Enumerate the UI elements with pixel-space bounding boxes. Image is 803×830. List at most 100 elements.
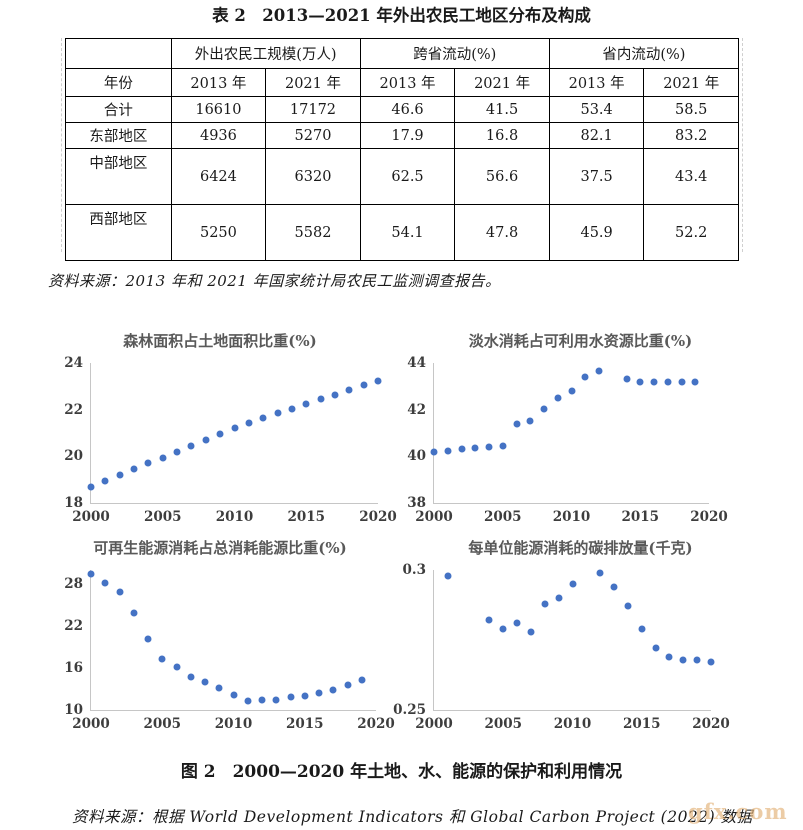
data-point (230, 691, 237, 699)
y-tick-label: 0.25 (393, 702, 426, 718)
y-tick-label: 20 (64, 448, 83, 465)
chart-renewable-energy: 可再生能源消耗占总消耗能源比重(%) 10 16 22 28 2000 2005 2010 2… (45, 535, 395, 742)
y-tick-label: 16 (64, 660, 83, 676)
x-tick-label: 2010 (214, 716, 253, 732)
x-tick-label: 2000 (72, 716, 110, 732)
data-point (215, 684, 223, 692)
column-header: 2013 年 (359, 68, 456, 97)
table-cell: 83.2 (643, 122, 739, 149)
chart-title: 森林面积占土地面积比重(%) (123, 332, 317, 350)
table-row-central: 中部地区 6424 6320 62.5 56.6 37.5 43.4 (65, 148, 739, 205)
figure-caption: 图 2 2000—2020 年土地、水、能源的保护和利用情况 (180, 762, 623, 782)
row-label: 中部地区 (65, 148, 172, 205)
table-title: 表 2 2013—2021 年外出农民工地区分布及构成 (212, 6, 591, 25)
table-header-groups: 外出农民工规模(万人) 跨省流动(%) 省内流动(%) (65, 38, 740, 69)
chart-freshwater-use: 淡水消耗占可利用水资源比重(%) 38 40 42 44 2000 2005 2010 201… (398, 328, 763, 535)
column-header: 2013 年 (548, 68, 645, 97)
data-point (652, 644, 660, 652)
plot-area: 10 16 22 28 2000 2005 2010 2015 2020 (64, 570, 395, 732)
data-point (485, 443, 493, 451)
table-row-total: 合计 16610 17172 46.6 41.5 53.4 58.5 (65, 96, 739, 123)
y-tick-label: 10 (64, 702, 83, 718)
table-cell: 47.8 (454, 204, 550, 261)
y-tick-label: 0.3 (402, 562, 427, 578)
table-cell: 54.1 (359, 204, 456, 261)
x-tick-label: 2005 (143, 716, 182, 732)
watermark: gfx.com (688, 799, 788, 824)
row-label: 西部地区 (65, 204, 172, 261)
figure-source-note: 资料来源：根据 World Development Indicators 和 G… (72, 808, 753, 826)
data-point (201, 678, 209, 686)
x-tick-label: 2020 (690, 509, 728, 525)
x-tick-label: 2010 (215, 509, 254, 525)
data-point (595, 367, 603, 375)
x-tick-label: 2000 (415, 716, 453, 732)
data-point (130, 609, 138, 617)
table-cell: 16610 (170, 96, 267, 123)
data-point (638, 625, 646, 633)
table-header-years: 年份 2013 年 2021 年 2013 年 2021 年 2013 年 20… (65, 68, 739, 97)
table-cell: 45.9 (548, 204, 645, 261)
x-tick-label: 2015 (285, 716, 324, 732)
data-point (258, 696, 266, 703)
data-point (471, 444, 479, 452)
data-point (302, 400, 310, 408)
table-cell: 5582 (265, 204, 361, 261)
data-point (693, 656, 701, 664)
table-cell: 6320 (265, 148, 361, 205)
data-point (315, 689, 323, 696)
y-tick-label: 28 (64, 576, 83, 592)
column-header: 2021 年 (643, 68, 739, 97)
data-point (202, 436, 210, 444)
data-point (116, 588, 123, 596)
data-point (679, 656, 687, 664)
y-tick-label: 38 (407, 495, 426, 511)
data-point (610, 583, 618, 591)
data-point (527, 628, 535, 636)
data-point (101, 579, 109, 587)
data-point (158, 655, 166, 663)
data-point (636, 378, 644, 386)
column-group-interprovince: 跨省流动(%) (359, 38, 550, 69)
x-tick-label: 2005 (483, 509, 522, 525)
data-point (231, 424, 238, 432)
x-tick-label: 2010 (552, 509, 591, 525)
data-point (623, 375, 630, 383)
data-point (345, 386, 353, 394)
column-header: 2013 年 (170, 68, 267, 97)
chart-title: 可再生能源消耗占总消耗能源比重(%) (93, 539, 347, 557)
data-point (344, 681, 351, 689)
table-cell (65, 38, 172, 69)
table-cell: 62.5 (359, 148, 456, 205)
data-point (526, 417, 534, 425)
data-point (444, 572, 452, 580)
data-point (374, 377, 382, 384)
data-point (173, 663, 180, 671)
data-point (87, 570, 95, 578)
x-tick-label: 2020 (357, 716, 395, 732)
table-cell: 82.1 (548, 122, 645, 149)
x-tick-label: 2020 (359, 509, 397, 525)
chart-forest-area: 森林面积占土地面积比重(%) 18 20 22 24 2000 2005 2010 2015 2… (45, 328, 397, 535)
x-tick-label: 2005 (484, 716, 523, 732)
year-header: 年份 (65, 68, 172, 97)
data-point (665, 653, 673, 661)
data-point (691, 378, 699, 386)
table-cell: 53.4 (548, 96, 645, 123)
data-point (87, 483, 95, 491)
x-tick-label: 2000 (72, 509, 110, 525)
column-header: 2021 年 (454, 68, 550, 97)
data-point (144, 459, 152, 467)
data-point (187, 673, 195, 681)
data-point (596, 569, 604, 577)
table-cell: 43.4 (643, 148, 739, 205)
data-point (458, 445, 465, 453)
data-point (513, 420, 520, 428)
data-point (360, 381, 368, 389)
table-cell: 17.9 (359, 122, 456, 149)
data-point (678, 378, 685, 386)
data-point (216, 430, 224, 438)
plot-area: 38 40 42 44 2000 2005 2010 2015 2020 (407, 355, 728, 525)
data-point (540, 405, 548, 412)
data-point (541, 600, 549, 608)
